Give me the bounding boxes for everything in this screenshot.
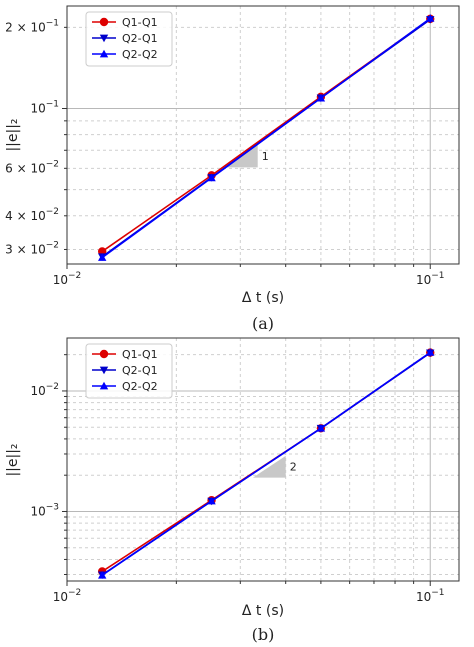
y-tick-label: 4 × 10−2 (5, 207, 59, 223)
legend-marker (99, 349, 109, 359)
legend-marker (99, 17, 109, 27)
y-tick-label: 6 × 10−2 (5, 159, 59, 175)
panel-a-slope-triangle: 1 (226, 144, 269, 168)
series-line (101, 351, 431, 576)
y-tick-label: 3 × 10−2 (5, 240, 59, 256)
panel-b-series (98, 348, 435, 580)
panel-a-caption: (a) (252, 314, 274, 333)
panel-a-x-axis-label: Δ t (s) (242, 290, 284, 306)
data-point (98, 253, 107, 261)
legend-label: Q1-Q1 (122, 348, 158, 361)
legend-label: Q1-Q1 (122, 16, 158, 29)
panel-a-y-axis-label: ||e||₂ (5, 118, 21, 151)
series-line (101, 17, 431, 259)
x-tick-label: 10−2 (53, 271, 82, 287)
slope-label: 2 (290, 461, 297, 474)
panel-a-legend: Q1-Q1 Q2-Q1 Q2-Q2 (85, 11, 173, 67)
legend-label: Q2-Q1 (122, 32, 158, 45)
panel-b-axes-frame (66, 337, 460, 582)
y-tick-label: 10−2 (30, 382, 59, 398)
data-point (316, 424, 326, 432)
panel-a-y-ticks: 3 × 10−2 4 × 10−2 6 × 10−2 10−1 2 × 10−1 (5, 18, 67, 256)
data-point (426, 14, 435, 22)
panel-b-y-ticks: 10−3 10−2 (30, 354, 67, 576)
legend-label: Q2-Q1 (122, 364, 158, 377)
data-point (207, 173, 216, 182)
panel-b-caption: (b) (252, 625, 275, 644)
data-point (316, 93, 326, 102)
slope-label: 1 (262, 150, 269, 163)
panel-b-x-ticks: 10−2 10−1 (53, 581, 445, 604)
y-tick-label: 10−1 (30, 100, 59, 116)
panel-a-x-ticks: 10−2 10−1 (53, 264, 445, 287)
x-tick-label: 10−2 (53, 588, 82, 604)
panel-b-x-axis-label: Δ t (s) (242, 603, 284, 619)
y-tick-label: 10−3 (30, 502, 59, 518)
panel-a: 1 10−2 10−1 3 × 10−2 4 × 10−2 6 × 10−2 10−1 2… (5, 5, 460, 333)
legend-label: Q2-Q2 (122, 380, 158, 393)
panel-a-series (98, 14, 435, 261)
y-tick-label: 2 × 10−1 (5, 18, 59, 34)
panel-b-y-axis-label: ||e||₂ (5, 443, 21, 476)
data-point (98, 571, 107, 579)
legend-box (85, 343, 173, 399)
x-tick-label: 10−1 (416, 271, 445, 287)
data-point (426, 348, 435, 356)
panel-b-slope-triangle: 2 (252, 455, 297, 478)
legend-marker (99, 366, 109, 375)
panel-a-grid (66, 6, 459, 264)
data-point (207, 496, 216, 505)
legend-marker (99, 34, 109, 43)
legend-label: Q2-Q2 (122, 48, 158, 61)
legend-marker (99, 381, 109, 390)
legend-marker (99, 49, 109, 58)
slope-triangle (252, 455, 286, 478)
panel-b: 2 10−2 10−1 10−3 10−2 Q1-Q1 Q2-Q1 Q2-Q2 Δ t … (5, 337, 460, 644)
x-tick-label: 10−1 (416, 588, 445, 604)
legend-box (85, 11, 173, 67)
panel-b-legend: Q1-Q1 Q2-Q1 Q2-Q2 (85, 343, 173, 399)
